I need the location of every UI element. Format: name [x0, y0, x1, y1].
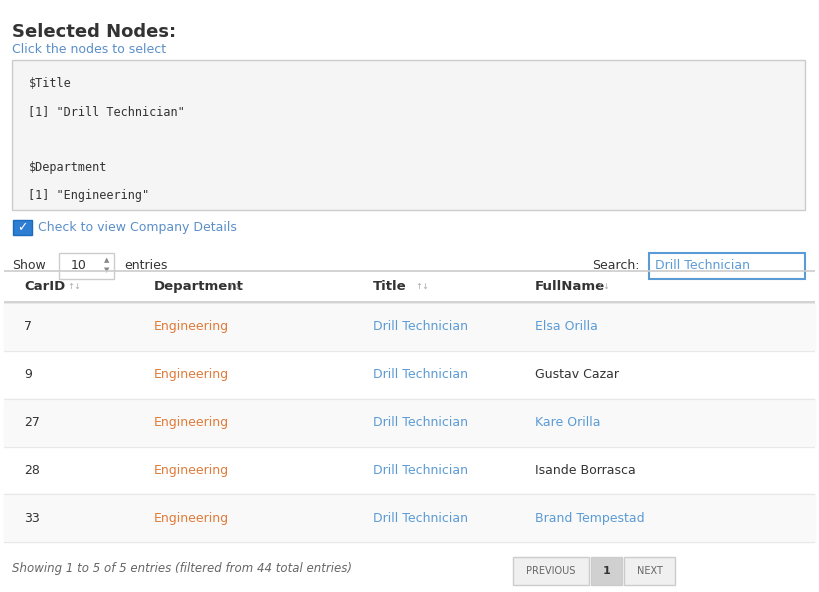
Text: Kare Orilla: Kare Orilla — [535, 416, 600, 429]
Text: Check to view Company Details: Check to view Company Details — [38, 221, 237, 234]
Text: $Department: $Department — [29, 161, 106, 174]
Text: CarID: CarID — [25, 280, 66, 293]
Text: Elsa Orilla: Elsa Orilla — [535, 320, 598, 333]
Text: 10: 10 — [70, 259, 87, 272]
Text: Search:: Search: — [592, 259, 640, 272]
FancyBboxPatch shape — [649, 253, 805, 279]
Text: entries: entries — [124, 259, 168, 272]
Text: ↑↓: ↑↓ — [415, 282, 430, 291]
FancyBboxPatch shape — [13, 220, 32, 235]
FancyBboxPatch shape — [4, 351, 815, 399]
Text: NEXT: NEXT — [636, 567, 663, 577]
Text: Brand Tempestad: Brand Tempestad — [535, 512, 645, 525]
Text: Click the nodes to select: Click the nodes to select — [12, 43, 166, 56]
FancyBboxPatch shape — [59, 253, 115, 279]
Text: Engineering: Engineering — [154, 464, 229, 477]
FancyBboxPatch shape — [591, 558, 622, 585]
Text: ✓: ✓ — [17, 221, 28, 234]
Text: Title: Title — [373, 280, 407, 293]
Text: 7: 7 — [25, 320, 33, 333]
Text: Engineering: Engineering — [154, 416, 229, 429]
Text: Showing 1 to 5 of 5 entries (filtered from 44 total entries): Showing 1 to 5 of 5 entries (filtered fr… — [12, 562, 352, 575]
FancyBboxPatch shape — [12, 60, 805, 210]
FancyBboxPatch shape — [4, 494, 815, 542]
Text: Engineering: Engineering — [154, 512, 229, 525]
FancyBboxPatch shape — [4, 399, 815, 446]
FancyBboxPatch shape — [4, 272, 815, 302]
FancyBboxPatch shape — [4, 446, 815, 494]
Text: Department: Department — [154, 280, 244, 293]
Text: ▲: ▲ — [104, 258, 109, 263]
Text: 27: 27 — [25, 416, 40, 429]
Text: Drill Technician: Drill Technician — [373, 416, 468, 429]
Text: Selected Nodes:: Selected Nodes: — [12, 23, 176, 41]
FancyBboxPatch shape — [514, 558, 589, 585]
FancyBboxPatch shape — [4, 303, 815, 351]
Text: Engineering: Engineering — [154, 368, 229, 381]
Text: Engineering: Engineering — [154, 320, 229, 333]
FancyBboxPatch shape — [624, 558, 675, 585]
Text: [1] "Engineering": [1] "Engineering" — [29, 189, 150, 202]
Text: Drill Technician: Drill Technician — [373, 512, 468, 525]
Text: FullName: FullName — [535, 280, 605, 293]
Text: 1: 1 — [603, 567, 610, 577]
Text: ↑↓: ↑↓ — [596, 282, 610, 291]
Text: PREVIOUS: PREVIOUS — [527, 567, 576, 577]
Text: Show: Show — [12, 259, 46, 272]
Text: [1] "Drill Technician": [1] "Drill Technician" — [29, 105, 185, 118]
Text: 9: 9 — [25, 368, 32, 381]
Text: ▼: ▼ — [104, 267, 109, 273]
Text: Gustav Cazar: Gustav Cazar — [535, 368, 619, 381]
Text: Drill Technician: Drill Technician — [373, 464, 468, 477]
Text: Isande Borrasca: Isande Borrasca — [535, 464, 636, 477]
Text: ↑↓: ↑↓ — [67, 282, 81, 291]
Text: 28: 28 — [25, 464, 40, 477]
Text: Drill Technician: Drill Technician — [655, 259, 750, 272]
Text: ↑↓: ↑↓ — [227, 282, 241, 291]
Text: Drill Technician: Drill Technician — [373, 368, 468, 381]
Text: $Title: $Title — [29, 77, 71, 90]
Text: 33: 33 — [25, 512, 40, 525]
Text: Drill Technician: Drill Technician — [373, 320, 468, 333]
